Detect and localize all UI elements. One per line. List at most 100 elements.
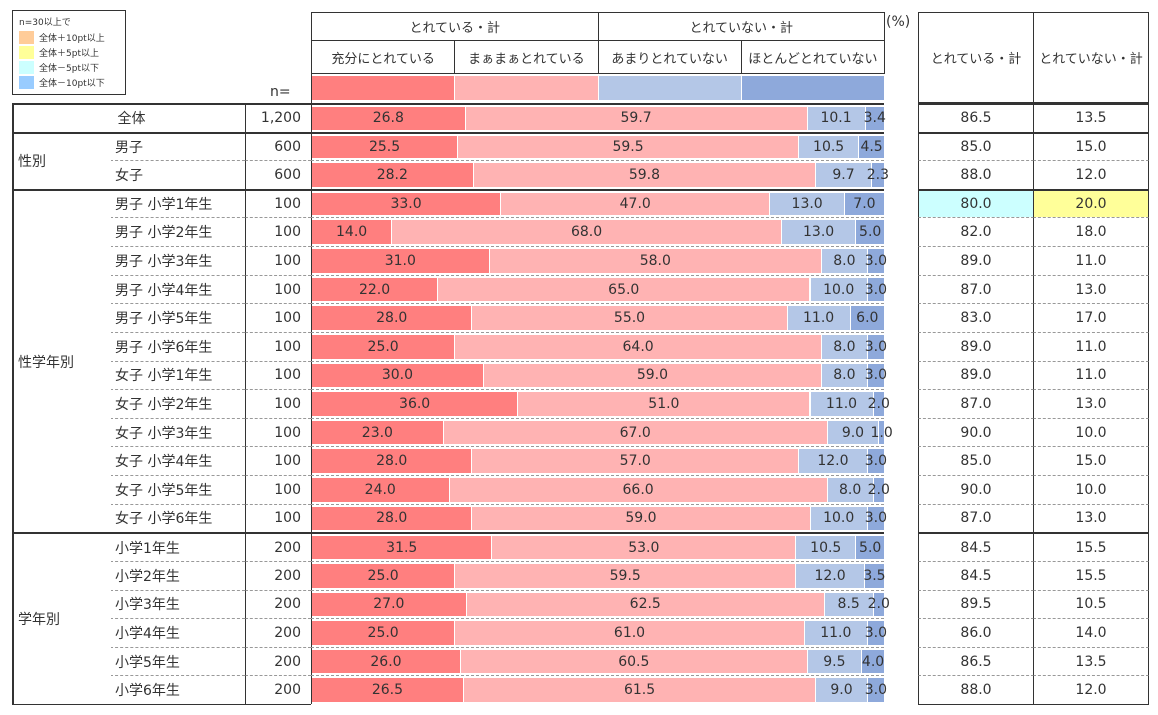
bar-segment: 3.0 — [865, 621, 887, 645]
bar-value-label: 28.0 — [376, 510, 408, 527]
series-swatch — [598, 76, 741, 100]
total-value: 10.0 — [1033, 475, 1149, 504]
bar-value-label: 55.0 — [613, 310, 646, 327]
bar-segment: 62.5 — [466, 592, 824, 617]
row-label: 男子 小学4年生 — [110, 274, 245, 304]
bar-value-label: 8.0 — [833, 252, 856, 269]
bar-value-label: 30.0 — [381, 367, 414, 384]
total-value: 14.0 — [1033, 618, 1149, 647]
bar-value-label: 58.0 — [639, 252, 671, 269]
bar-value-label: 27.0 — [373, 596, 405, 613]
total-value: 88.0 — [918, 675, 1034, 704]
row-n: 100 — [245, 188, 311, 218]
totals-header: とれていない・計 — [1033, 12, 1149, 104]
total-value: 90.0 — [918, 475, 1034, 504]
row-label: 男子 小学5年生 — [110, 303, 245, 332]
total-value: 84.5 — [918, 560, 1034, 590]
bar-segment: 25.0 — [312, 621, 455, 645]
bar-segment: 6.0 — [850, 306, 884, 330]
total-value: 11.0 — [1033, 360, 1149, 390]
total-value: 87.0 — [918, 503, 1034, 533]
group-header: とれている・計 — [311, 12, 599, 41]
total-value: 89.0 — [918, 360, 1034, 390]
total-value: 89.0 — [918, 331, 1034, 361]
bar-value-label: 10.0 — [823, 281, 855, 298]
row-n: 100 — [245, 217, 311, 247]
legend-label: 全体＋5pt以上 — [39, 49, 99, 59]
bar-segment: 3.5 — [863, 563, 886, 588]
bar-value-label: 25.0 — [367, 624, 399, 641]
total-value: 13.0 — [1033, 274, 1149, 304]
bar-segment: 10.5 — [796, 536, 856, 559]
row-n: 200 — [245, 589, 311, 619]
bar-row: 28.0 55.0 11.0 6.0 — [311, 303, 884, 332]
bar-row: 14.0 68.0 13.0 5.0 — [311, 217, 884, 246]
bar-segment: 8.5 — [824, 592, 873, 617]
bar-segment: 59.5 — [455, 563, 796, 588]
total-value: 18.0 — [1033, 217, 1149, 247]
bar-segment: 47.0 — [501, 192, 770, 216]
row-n: 200 — [245, 646, 311, 676]
bar-segment: 10.5 — [799, 135, 859, 159]
group-header: とれていない・計 — [597, 12, 885, 41]
series-swatch — [741, 76, 884, 100]
bar-segment: 26.5 — [312, 678, 463, 702]
bar-segment: 57.0 — [472, 449, 799, 474]
bar-value-label: 3.0 — [864, 682, 888, 699]
total-value: 85.0 — [918, 446, 1034, 476]
row-label: 小学1年生 — [110, 532, 245, 561]
row-label: 小学6年生 — [110, 675, 245, 704]
bar-value-label: 64.0 — [622, 338, 654, 355]
bar-value-label: 28.0 — [376, 453, 408, 470]
bar-segment: 61.0 — [455, 621, 804, 645]
bar-row: 23.0 67.0 9.0 1.0 — [311, 417, 893, 447]
row-label: 女子 小学5年生 — [110, 475, 245, 504]
bar-segment: 26.0 — [312, 649, 460, 674]
bar-value-label: 31.5 — [386, 539, 418, 556]
total-value: 12.0 — [1033, 675, 1149, 704]
bar-segment: 3.0 — [865, 449, 887, 474]
bar-segment: 55.0 — [472, 306, 787, 330]
bar-segment: 11.0 — [810, 392, 873, 416]
bar-value-label: 24.0 — [364, 481, 396, 498]
bar-segment: 65.0 — [438, 277, 810, 302]
series-header: ほとんどとれていない — [740, 40, 885, 74]
bar-value-label: 31.0 — [384, 252, 416, 269]
row-n: 100 — [245, 446, 311, 476]
bar-segment: 60.5 — [460, 649, 807, 674]
bar-value-label: 28.2 — [376, 167, 408, 184]
bar-value-label: 1.0 — [870, 424, 893, 441]
bar-value-label: 4.0 — [861, 653, 885, 670]
legend-label: 全体－10pt以下 — [39, 79, 105, 89]
bar-value-label: 9.0 — [830, 682, 853, 699]
bar-row: 24.0 66.0 8.0 2.0 — [311, 475, 890, 504]
bar-segment: 58.0 — [489, 249, 821, 273]
bar-segment: 14.0 — [312, 220, 392, 245]
bar-value-label: 3.0 — [864, 510, 888, 527]
bar-value-label: 26.0 — [370, 653, 402, 670]
row-label: 男子 小学3年生 — [110, 246, 245, 275]
bar-segment: 12.0 — [799, 449, 867, 474]
group-label: 学年別 — [12, 532, 111, 705]
bar-row: 26.0 60.5 9.5 4.0 — [311, 646, 885, 676]
total-value: 13.5 — [1033, 103, 1149, 132]
bar-row: 25.5 59.5 10.5 4.5 — [311, 131, 884, 161]
bar-value-label: 11.0 — [820, 624, 852, 641]
bar-value-label: 8.0 — [833, 338, 856, 355]
bar-segment: 53.0 — [492, 536, 796, 559]
row-n: 200 — [245, 560, 311, 590]
bar-value-label: 4.5 — [860, 138, 883, 155]
bar-segment: 7.0 — [844, 192, 884, 216]
bar-row: 25.0 61.0 11.0 3.0 — [311, 618, 887, 647]
bar-value-label: 51.0 — [648, 395, 680, 412]
row-label: 小学5年生 — [110, 646, 245, 676]
bar-value-label: 26.8 — [372, 110, 404, 127]
bar-value-label: 9.7 — [832, 167, 855, 184]
legend-swatch — [19, 76, 34, 89]
bar-value-label: 11.0 — [825, 395, 858, 412]
bar-row: 26.8 59.7 10.1 3.4 — [311, 103, 886, 132]
bar-value-label: 22.0 — [358, 281, 391, 298]
bar-value-label: 67.0 — [619, 424, 651, 441]
row-label: 女子 小学1年生 — [110, 360, 245, 390]
row-n: 100 — [245, 360, 311, 390]
